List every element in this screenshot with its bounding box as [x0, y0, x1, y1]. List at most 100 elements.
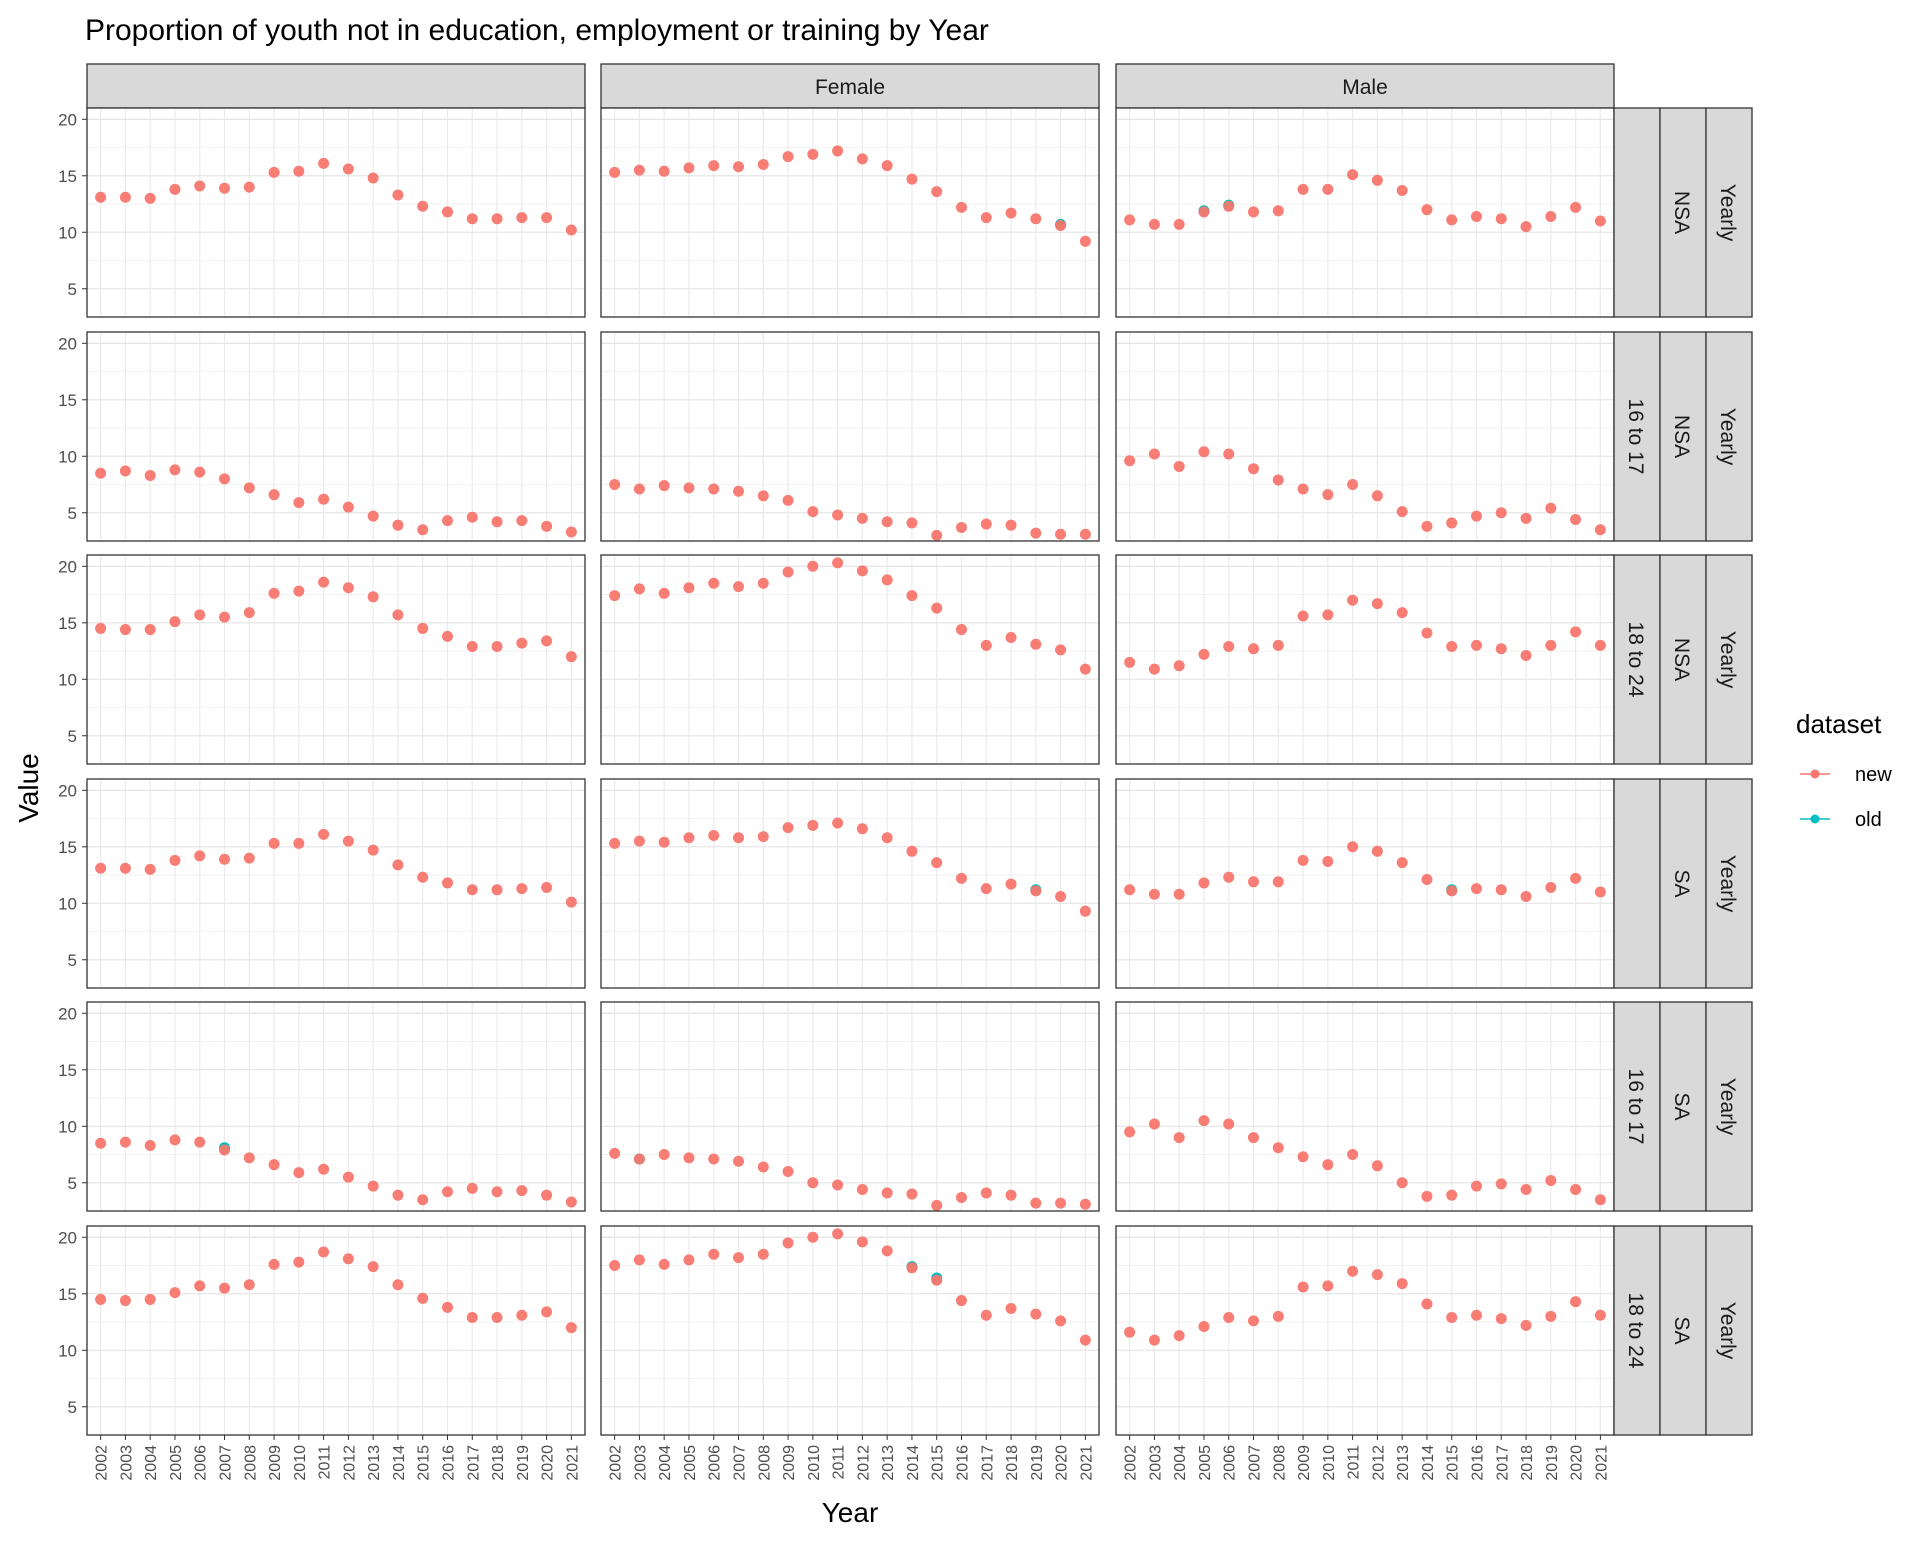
- data-point-new: [293, 585, 305, 597]
- data-point-new: [491, 1312, 503, 1324]
- data-point-new: [1470, 883, 1482, 895]
- data-point-new: [1470, 510, 1482, 522]
- panel-border: [86, 554, 586, 765]
- data-point-new: [342, 582, 354, 594]
- x-tick-label: 2004: [1172, 1445, 1189, 1481]
- panel-background: [601, 555, 1099, 764]
- data-point-new: [931, 1199, 943, 1211]
- x-tick-label: 2010: [292, 1445, 309, 1481]
- x-tick-label: 2010: [1321, 1445, 1338, 1481]
- data-point-new: [466, 511, 478, 523]
- data-point-new: [169, 854, 181, 866]
- data-point-new: [1570, 872, 1582, 884]
- panel-border: [600, 1225, 1100, 1436]
- data-point-new: [1198, 206, 1210, 218]
- data-point-new: [906, 845, 918, 857]
- data-point-new: [733, 485, 745, 497]
- data-point-new: [1396, 607, 1408, 619]
- y-tick-label: 20: [58, 1228, 77, 1247]
- data-point-new: [757, 831, 769, 843]
- data-point-new: [441, 206, 453, 218]
- legend-key-point: [1810, 814, 1820, 824]
- data-point-new: [906, 1188, 918, 1200]
- data-point-new: [466, 884, 478, 896]
- data-point-new: [243, 181, 255, 193]
- y-tick-label: 10: [58, 223, 77, 242]
- data-point-new: [466, 1312, 478, 1324]
- data-point-new: [1005, 519, 1017, 531]
- row-strip: [1705, 1001, 1753, 1212]
- data-point-new: [1148, 888, 1160, 900]
- data-point-new: [1055, 1197, 1067, 1209]
- data-point-new: [1347, 479, 1359, 491]
- data-point-new: [1297, 483, 1309, 495]
- row-strip: [1613, 778, 1661, 989]
- data-point-new: [881, 160, 893, 172]
- x-tick-label: 2010: [806, 1445, 823, 1481]
- data-point-new: [1446, 517, 1458, 529]
- row-strip-label: NSA: [1670, 415, 1693, 458]
- data-point-new: [219, 182, 231, 194]
- legend-key-point: [1810, 769, 1820, 779]
- data-point-new: [1371, 1269, 1383, 1281]
- data-point-new: [1371, 174, 1383, 186]
- data-point-new: [1520, 890, 1532, 902]
- data-point-new: [1545, 1310, 1557, 1322]
- data-point-new: [516, 1309, 528, 1321]
- data-point-new: [782, 151, 794, 163]
- data-point-new: [541, 881, 553, 893]
- data-point-new: [1124, 214, 1136, 226]
- data-point-new: [1272, 1310, 1284, 1322]
- data-point-new: [658, 1258, 670, 1270]
- data-point-new: [1322, 183, 1334, 195]
- data-point-new: [95, 622, 107, 634]
- panel-background: [87, 332, 585, 541]
- data-point-new: [95, 1137, 107, 1149]
- data-point-new: [658, 1149, 670, 1161]
- data-point-new: [1545, 639, 1557, 651]
- data-point-new: [1079, 1198, 1091, 1210]
- data-point-new: [683, 482, 695, 494]
- panel-background: [601, 1002, 1099, 1211]
- data-point-new: [367, 510, 379, 522]
- data-point-new: [342, 1253, 354, 1265]
- data-point-new: [1396, 857, 1408, 869]
- col-strip-label: Female: [815, 76, 885, 99]
- data-point-new: [342, 835, 354, 847]
- row-strip-label: Yearly: [1716, 1078, 1739, 1136]
- x-tick-label: 2020: [1569, 1445, 1586, 1481]
- data-point-new: [293, 165, 305, 177]
- x-tick-label: 2019: [1029, 1445, 1046, 1481]
- data-point-new: [633, 835, 645, 847]
- data-point-new: [119, 862, 131, 874]
- data-point-new: [541, 635, 553, 647]
- data-point-new: [1173, 1132, 1185, 1144]
- y-tick-label: 5: [68, 1174, 77, 1193]
- data-point-new: [1005, 878, 1017, 890]
- data-point-new: [1470, 210, 1482, 222]
- x-tick-label: 2013: [366, 1445, 383, 1481]
- data-point-new: [367, 172, 379, 184]
- y-tick-label: 15: [58, 1285, 77, 1304]
- data-point-new: [1173, 218, 1185, 230]
- data-point-new: [1421, 520, 1433, 532]
- data-point-new: [541, 520, 553, 532]
- data-point-new: [1248, 643, 1260, 655]
- x-tick-label: 2008: [1271, 1445, 1288, 1481]
- data-point-new: [1495, 884, 1507, 896]
- data-point-new: [417, 1292, 429, 1304]
- data-point-new: [980, 1309, 992, 1321]
- row-strip: [1613, 554, 1661, 765]
- x-tick-label: 2003: [118, 1445, 135, 1481]
- data-point-new: [633, 583, 645, 595]
- data-point-new: [1396, 1278, 1408, 1290]
- col-strip: [86, 63, 586, 109]
- data-point-new: [516, 637, 528, 649]
- data-point-new: [293, 497, 305, 509]
- data-point-new: [782, 1165, 794, 1177]
- data-point-new: [1198, 648, 1210, 660]
- data-point-new: [1272, 1142, 1284, 1154]
- data-point-new: [1520, 1319, 1532, 1331]
- data-point-new: [1495, 213, 1507, 225]
